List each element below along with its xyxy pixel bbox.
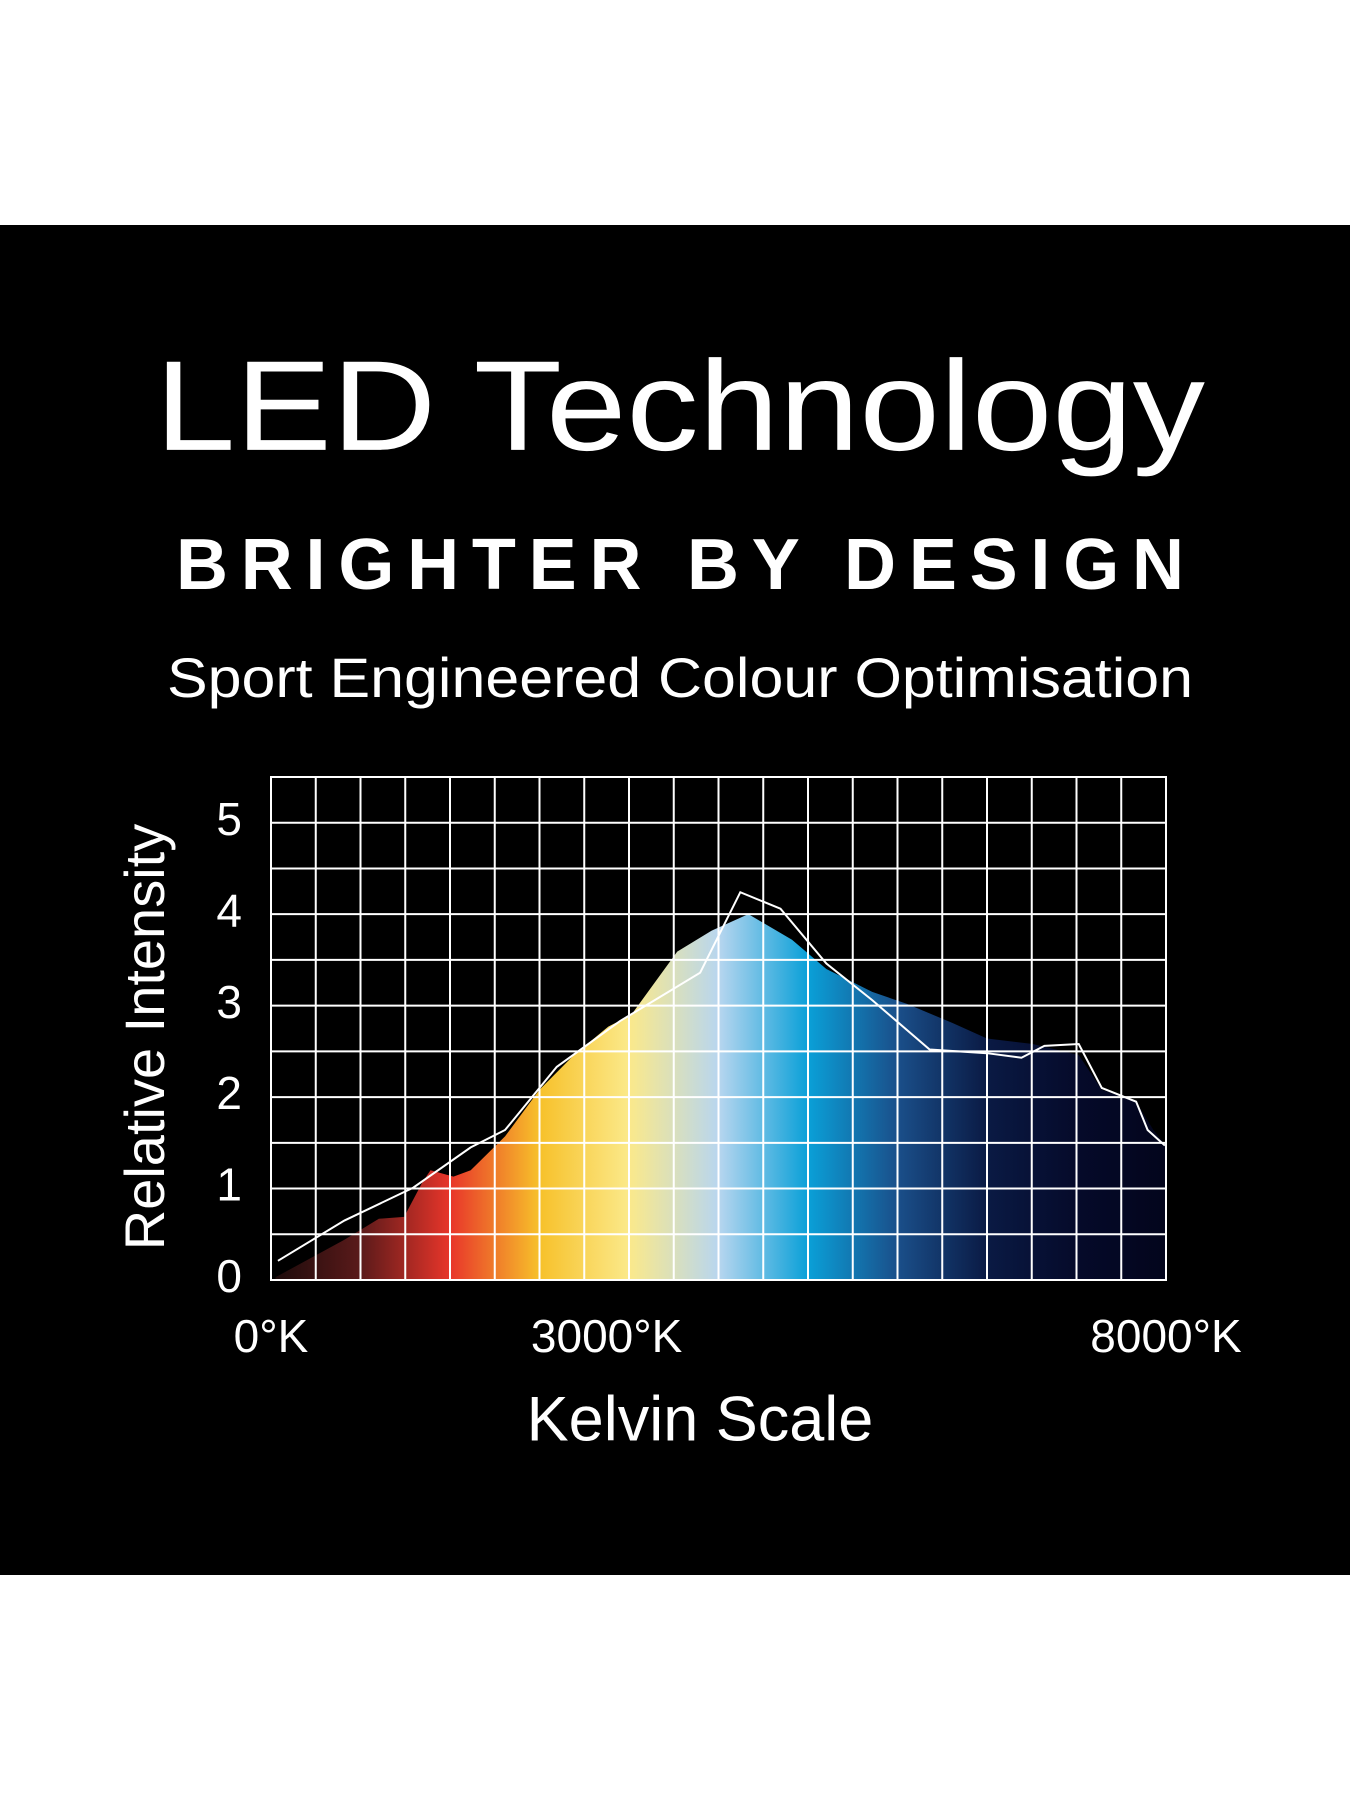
y-axis-label: Relative Intensity xyxy=(113,824,176,1250)
panel xyxy=(0,225,1350,1575)
x-axis-label: Kelvin Scale xyxy=(527,1385,874,1455)
y-tick-label: 3 xyxy=(216,976,242,1028)
x-tick-label: 0°K xyxy=(234,1310,309,1362)
plot-border xyxy=(270,776,1167,1281)
y-tick-label: 1 xyxy=(216,1159,242,1211)
y-tick-label: 5 xyxy=(216,793,242,845)
y-tick-label: 2 xyxy=(216,1067,242,1119)
subtitle: Sport Engineered Colour Optimisation xyxy=(167,646,1193,709)
y-tick-label: 0 xyxy=(216,1250,242,1302)
title: LED Technology xyxy=(155,335,1205,478)
intensity-line xyxy=(277,890,1166,1262)
x-tick-label: 8000°K xyxy=(1090,1310,1242,1362)
x-tick-label: 3000°K xyxy=(531,1310,683,1362)
y-tick-label: 4 xyxy=(216,884,242,936)
